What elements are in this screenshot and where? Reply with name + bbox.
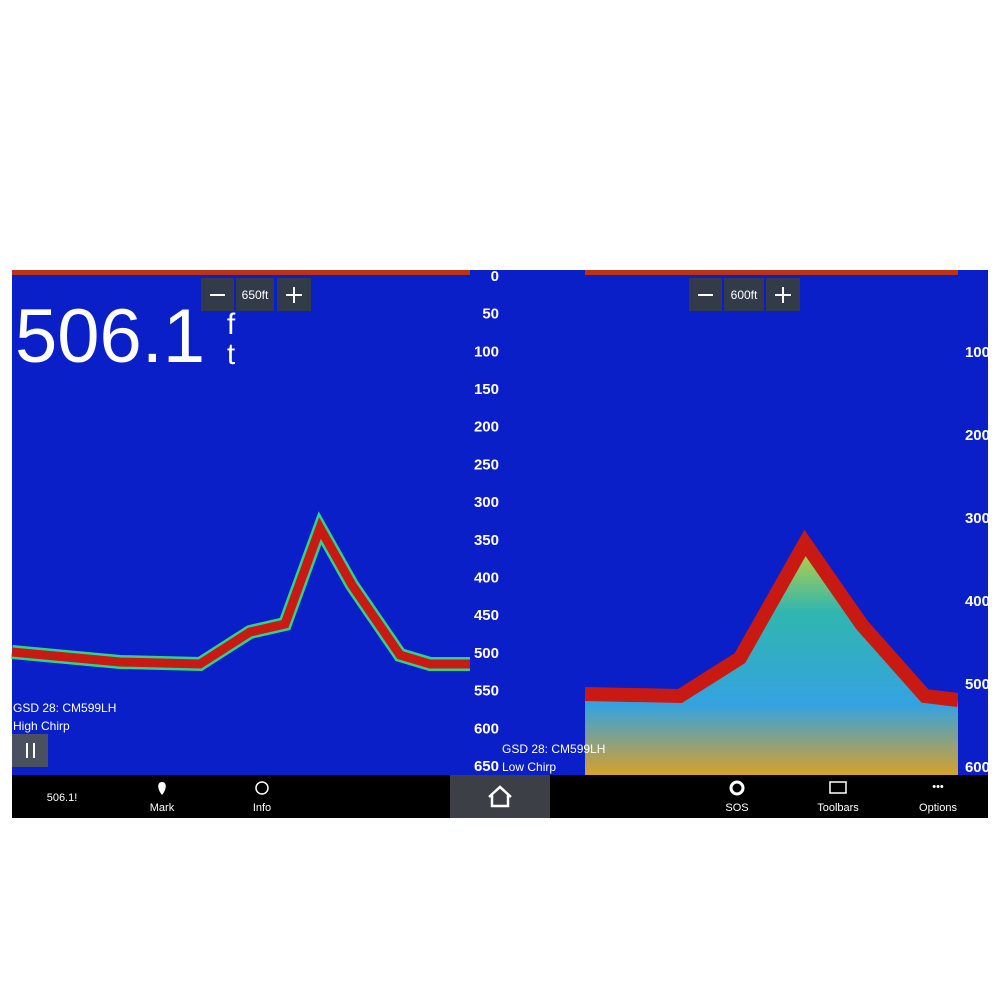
info-button[interactable]: Info: [253, 802, 271, 814]
mark-icon: [158, 782, 166, 795]
bottom: [584, 529, 959, 707]
range: 650ft: [242, 288, 269, 302]
pause-button[interactable]: [12, 734, 48, 767]
toolbar-depth: 506.1!: [47, 792, 78, 804]
mode: High Chirp: [13, 719, 70, 733]
range-box: [724, 278, 764, 311]
mode: Low Chirp: [502, 760, 556, 774]
depth-unit: f: [227, 308, 236, 341]
depth-label: 50: [482, 306, 499, 323]
home-icon: [488, 785, 512, 808]
zoom-in[interactable]: [277, 278, 311, 311]
zoom-out[interactable]: [689, 278, 722, 311]
depth-label: 0: [491, 268, 499, 285]
toolbars-button[interactable]: Toolbars: [817, 802, 859, 814]
depth-unit: t: [227, 338, 236, 371]
depth-label: 250: [474, 456, 499, 473]
depth-label: 400: [474, 570, 499, 587]
options-icon: •••: [932, 781, 944, 793]
info-icon: [255, 781, 269, 795]
mark-button[interactable]: Mark: [150, 802, 175, 814]
sos-button[interactable]: SOS: [725, 802, 748, 814]
range-box: [236, 278, 274, 311]
scale-bg: [958, 270, 988, 775]
depth-label: 100: [474, 343, 499, 360]
bottom-clutter: [585, 543, 958, 775]
bottom: [11, 517, 470, 669]
surface: [12, 270, 470, 275]
options-button[interactable]: Options: [919, 802, 957, 814]
home-button[interactable]: [450, 775, 550, 818]
source: GSD 28: CM599LH: [502, 742, 605, 756]
depth-label: 350: [474, 532, 499, 549]
surface: [585, 270, 958, 275]
depth-readout: 506.1: [15, 294, 205, 379]
zoom-out[interactable]: [201, 278, 234, 311]
depth-label: 150: [474, 381, 499, 398]
depth-label: 500: [474, 645, 499, 662]
zoom-in[interactable]: [766, 278, 800, 311]
depth-label: 450: [474, 607, 499, 624]
left-sonar: [12, 270, 500, 775]
depth-label: 600: [965, 759, 990, 776]
depth-label: 200: [474, 419, 499, 436]
depth-label: 400: [965, 593, 990, 610]
toolbars-icon: [829, 781, 847, 794]
depth-label: 550: [474, 683, 499, 700]
depth-label: 300: [965, 510, 990, 527]
sos-icon: [729, 780, 745, 796]
depth-label: 500: [965, 676, 990, 693]
depth-label: 100: [965, 344, 990, 361]
depth-label: 200: [965, 427, 990, 444]
range: 600ft: [731, 288, 758, 302]
depth-label: 650: [474, 758, 499, 775]
depth-label: 600: [474, 720, 499, 737]
depth-label: 300: [474, 494, 499, 511]
source: GSD 28: CM599LH: [13, 701, 116, 715]
depth-scales: 0 50 100 150 200 250 300 350 400 450 500 550 600 650 1…: [474, 268, 990, 776]
